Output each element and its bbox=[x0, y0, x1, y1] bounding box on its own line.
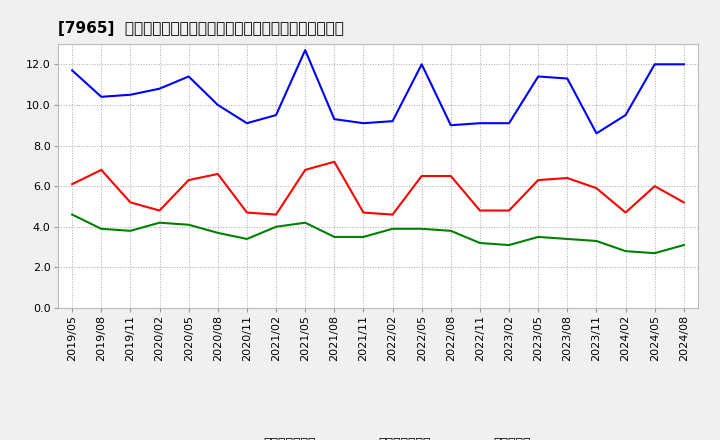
Legend: 売上債権回転率, 買入債務回転率, 在庫回転率: 売上債権回転率, 買入債務回転率, 在庫回転率 bbox=[220, 432, 536, 440]
Text: [7965]  売上債権回転率、買入債務回転率、在庫回転率の推移: [7965] 売上債権回転率、買入債務回転率、在庫回転率の推移 bbox=[58, 21, 343, 36]
